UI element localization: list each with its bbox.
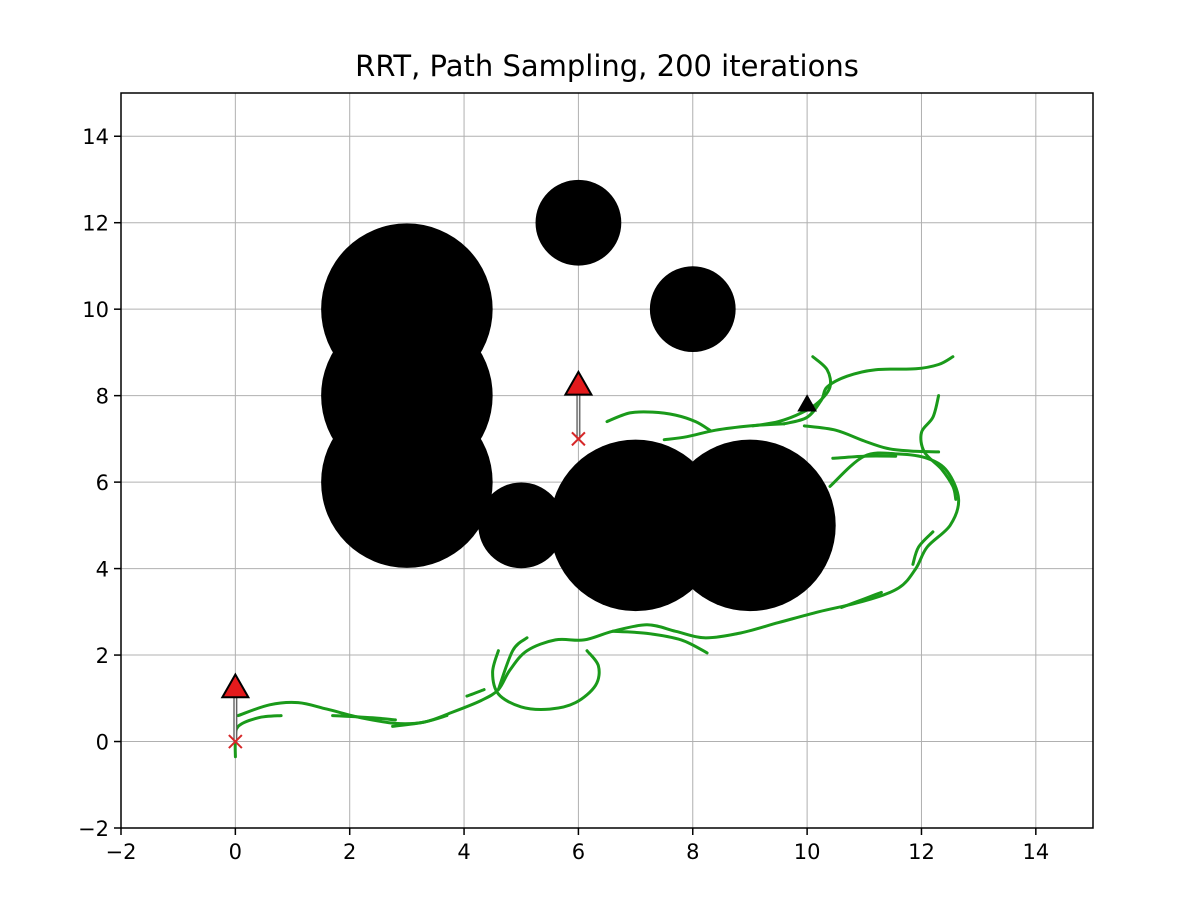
start-pose-marker xyxy=(563,369,594,396)
tree-path-segment xyxy=(491,649,601,711)
sample-pose-marker xyxy=(797,394,817,412)
markers xyxy=(220,369,817,749)
tree-path-segment xyxy=(233,714,283,759)
tree-path-segment xyxy=(751,355,833,428)
y-tick-label: 0 xyxy=(96,731,109,755)
y-tick-label: 12 xyxy=(82,212,109,236)
y-tick-label: 8 xyxy=(96,385,109,409)
tree-path-segment xyxy=(391,714,449,728)
axis-ticks: −2 0 2 4 6 8 10 12 14 −2 0 2 4 6 8 10 12 14 xyxy=(78,125,1049,864)
tree-path-segment xyxy=(839,590,883,609)
tree-path-segment xyxy=(831,454,898,460)
tree-path-segment xyxy=(465,688,486,698)
tree-path-segment xyxy=(919,394,958,501)
chart-title: RRT, Path Sampling, 200 iterations xyxy=(355,49,859,83)
y-tick-label: 14 xyxy=(82,125,109,149)
tree-path-segment xyxy=(911,530,935,566)
x-tick-label: 0 xyxy=(229,840,242,864)
tree-path-segment xyxy=(605,410,712,432)
obstacle-circle xyxy=(478,482,565,569)
obstacle-circle xyxy=(535,179,622,266)
y-tick-label: 4 xyxy=(96,558,109,582)
x-tick-label: 4 xyxy=(457,840,470,864)
tree-paths xyxy=(233,355,961,759)
start-pose-marker xyxy=(220,672,251,699)
tree-path-segment xyxy=(331,714,397,722)
x-tick-label: 2 xyxy=(343,840,356,864)
y-tick-label: 2 xyxy=(96,644,109,668)
cross-marker-stroke-b xyxy=(571,431,586,447)
tree-path-segment xyxy=(496,636,529,692)
obstacle-circle xyxy=(664,439,836,612)
tree-path-segment xyxy=(802,424,941,454)
x-tick-label: 14 xyxy=(1022,840,1049,864)
x-tick-label: −2 xyxy=(106,840,137,864)
x-tick-label: 6 xyxy=(572,840,585,864)
x-tick-label: 12 xyxy=(908,840,935,864)
x-tick-label: 8 xyxy=(686,840,699,864)
tree-path-segment xyxy=(782,355,955,426)
x-tick-label: 10 xyxy=(794,840,821,864)
y-tick-label: 6 xyxy=(96,471,109,495)
obstacle-circle xyxy=(321,396,493,568)
y-tick-label: 10 xyxy=(82,298,109,322)
obstacles xyxy=(321,179,836,612)
tree-path-segment xyxy=(611,629,709,655)
cross-marker-stroke-b xyxy=(228,734,243,749)
obstacle-circle xyxy=(649,266,736,353)
tree-path-segment xyxy=(236,451,961,726)
y-tick-label: −2 xyxy=(78,817,109,841)
plot-frame xyxy=(120,92,1094,829)
